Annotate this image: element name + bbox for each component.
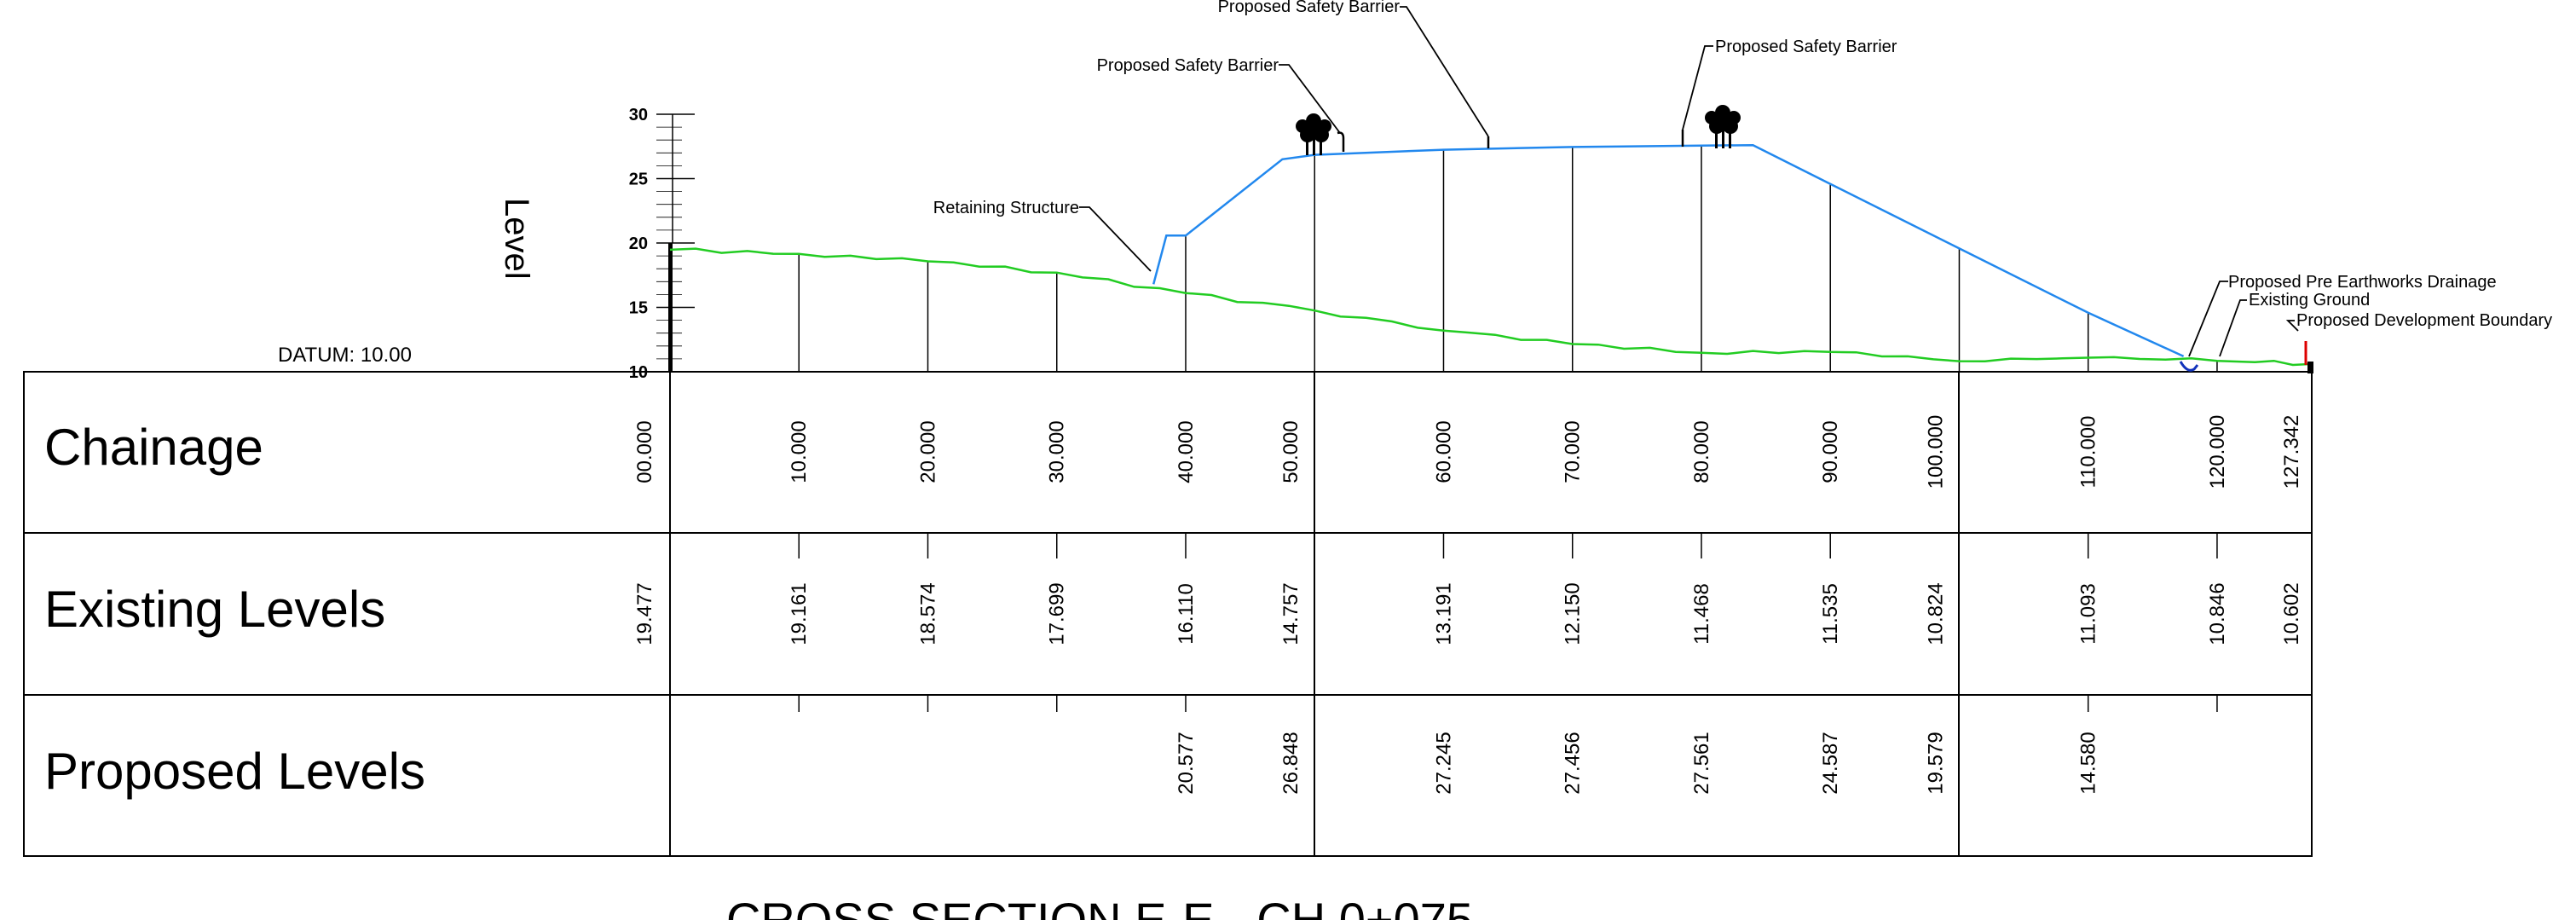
table-value: 10.602 (2280, 582, 2303, 645)
table-value: 110.000 (2077, 416, 2100, 489)
table-value: 13.191 (1433, 582, 1456, 645)
scale-tick-label: 15 (629, 299, 648, 318)
table-value: 40.000 (1175, 420, 1198, 483)
table-value: 10.846 (2206, 582, 2229, 645)
scale-tick-label: 30 (629, 106, 648, 124)
table-value: 26.848 (1279, 732, 1302, 794)
tree-icon (1296, 113, 1331, 155)
label-development-boundary: Proposed Development Boundary (2296, 311, 2552, 330)
leader-boundary (2285, 320, 2299, 332)
table-value: 27.245 (1433, 732, 1456, 794)
barrier-post (1337, 131, 1345, 152)
table-value: 30.000 (1046, 420, 1069, 483)
table-value: 11.535 (1819, 583, 1842, 645)
section-title: CROSS SECTION E-E - CH 0+075 (726, 893, 1473, 920)
table-value: 16.110 (1175, 583, 1198, 645)
row-label-existing-levels: Existing Levels (44, 581, 385, 638)
table-value: 10.000 (788, 420, 811, 483)
table-value: 10.824 (1925, 582, 1948, 645)
drainage-ditch (2179, 361, 2199, 372)
table-value: 27.456 (1562, 732, 1585, 794)
label-barrier-top: Proposed Safety Barrier (1218, 0, 1401, 16)
table-value: 90.000 (1819, 420, 1842, 483)
label-barrier-left: Proposed Safety Barrier (1097, 56, 1279, 75)
scale-tick-label: 10 (629, 363, 648, 382)
scale-tick-label: 20 (629, 234, 648, 253)
datum-label: DATUM: 10.00 (278, 344, 412, 367)
table-value: 19.579 (1925, 732, 1948, 794)
table-value: 19.161 (788, 582, 811, 645)
leader-barrier-top (1400, 6, 1489, 137)
table-value: 80.000 (1690, 420, 1713, 483)
label-drainage: Proposed Pre Earthworks Drainage (2228, 273, 2497, 292)
row-label-proposed-levels: Proposed Levels (44, 743, 425, 800)
table-border (23, 371, 2313, 857)
tree-icon (1705, 105, 1741, 148)
label-retaining-structure: Retaining Structure (933, 199, 1079, 217)
proposed-profile-line (1152, 143, 2185, 358)
table-value: 14.757 (1279, 582, 1302, 645)
leader-barrier-right (1682, 45, 1713, 130)
leader-barrier-left (1279, 64, 1341, 134)
annotation-leaders (1079, 6, 2299, 357)
barrier-posts (1337, 130, 1684, 152)
chainage-lines (668, 145, 2218, 712)
table-value: 20.577 (1175, 732, 1198, 794)
level-axis-label: Level (498, 198, 535, 280)
table-value: 127.342 (2280, 415, 2303, 489)
level-scale: 10 15 20 25 30 (629, 106, 695, 382)
table-value: 50.000 (1279, 420, 1302, 483)
table-value: 100.000 (1925, 415, 1948, 489)
table-value: 70.000 (1562, 420, 1585, 483)
table-value: 24.587 (1819, 732, 1842, 794)
table-value: 00.000 (633, 420, 656, 483)
label-existing-ground: Existing Ground (2249, 291, 2370, 310)
table-value: 19.477 (633, 582, 656, 645)
table-value: 120.000 (2206, 415, 2229, 489)
table-value: 12.150 (1562, 582, 1585, 645)
leader-existing-ground (2219, 299, 2247, 357)
table-value: 20.000 (917, 420, 940, 483)
table-value: 18.574 (917, 582, 940, 645)
scale-tick-label: 25 (629, 171, 648, 189)
table-value: 11.468 (1690, 583, 1713, 645)
leader-retaining (1079, 206, 1152, 272)
label-barrier-right: Proposed Safety Barrier (1715, 38, 1897, 56)
leader-drainage (2188, 281, 2228, 357)
table-value: 14.580 (2077, 732, 2100, 794)
table-values: 00.000 10.000 20.000 30.000 40.000 50.000 60.0… (633, 415, 2303, 795)
data-table (23, 371, 2313, 857)
row-label-chainage: Chainage (44, 419, 263, 476)
table-value: 11.093 (2077, 583, 2100, 645)
table-value: 60.000 (1433, 420, 1456, 483)
table-value: 27.561 (1690, 732, 1713, 794)
existing-ground-line (669, 247, 2313, 367)
boundary-end-marker (2307, 362, 2313, 373)
table-value: 17.699 (1046, 582, 1069, 645)
